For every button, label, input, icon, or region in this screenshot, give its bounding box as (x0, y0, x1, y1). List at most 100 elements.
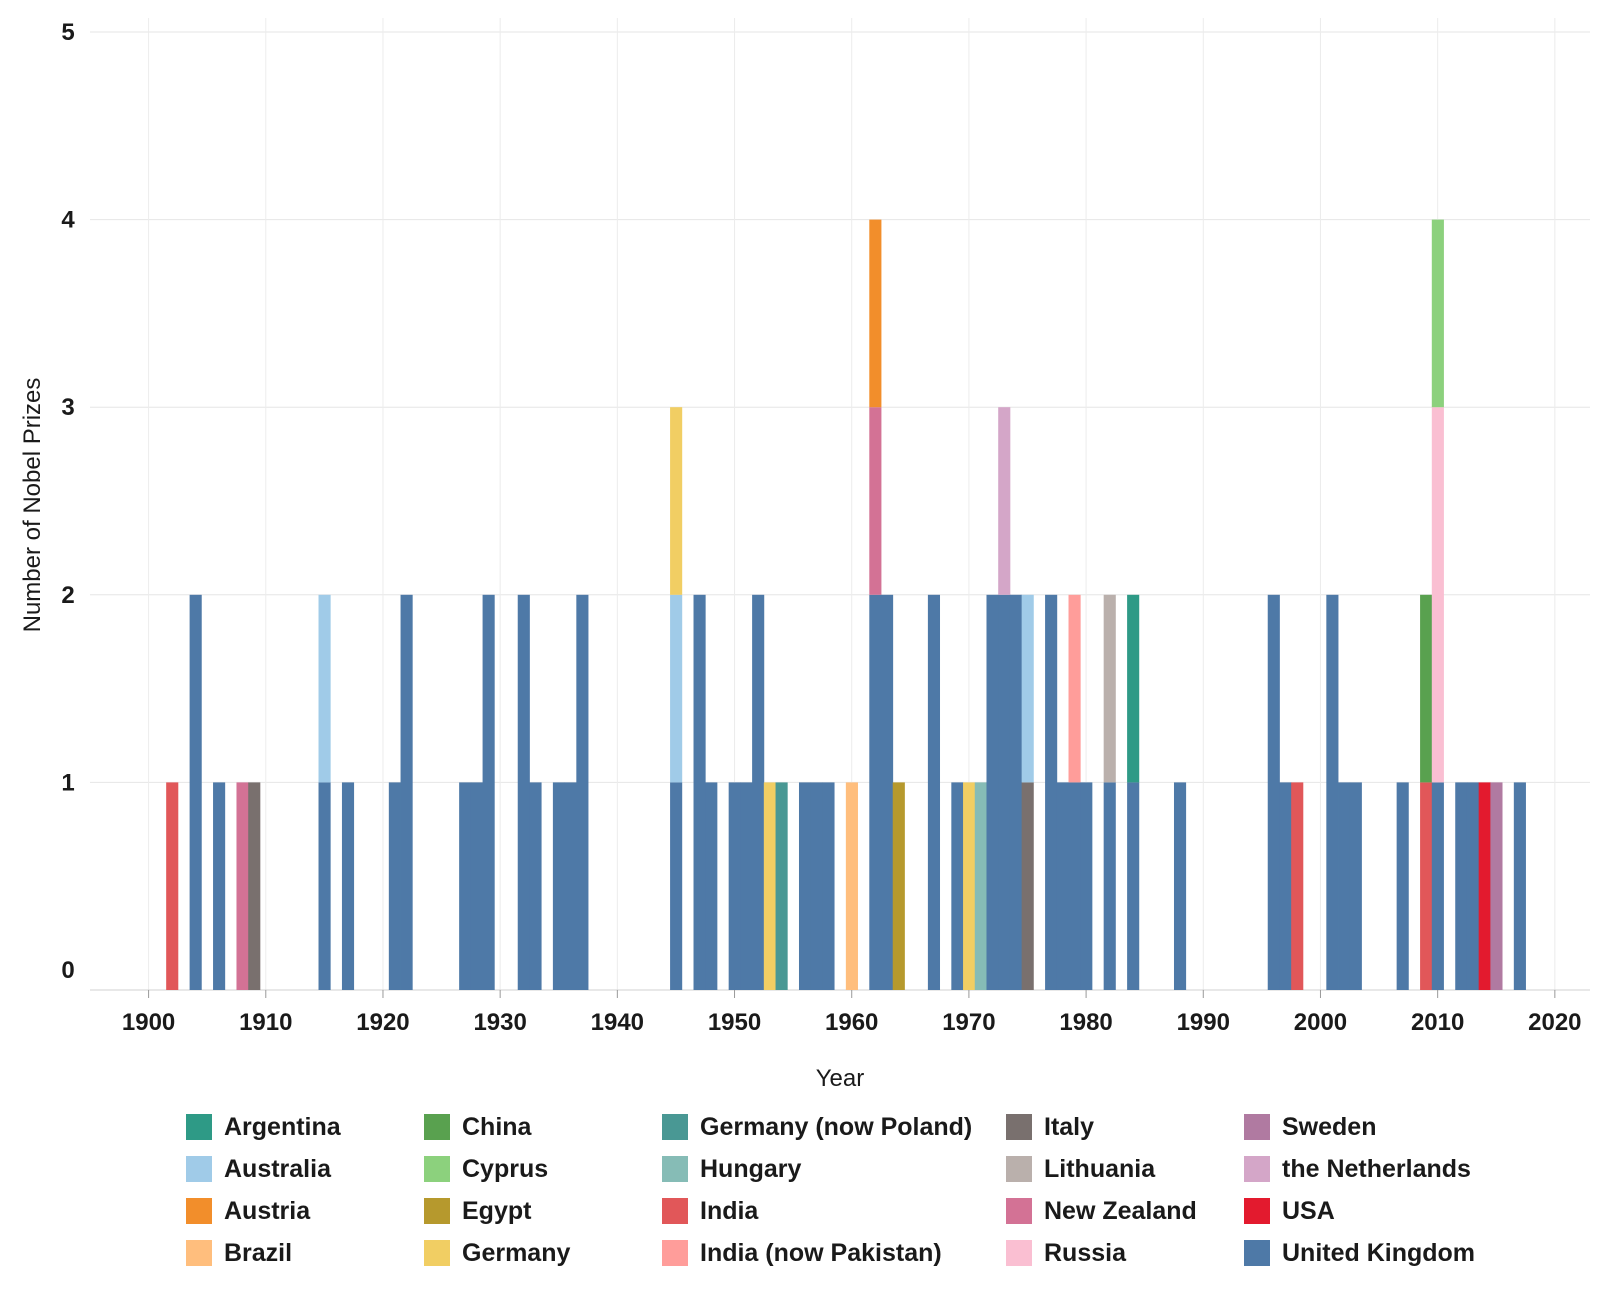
bar-segment (1490, 782, 1503, 990)
bar-segment (1420, 594, 1433, 783)
bar-segment (517, 594, 530, 990)
legend-item: the Netherlands (1244, 1154, 1471, 1184)
bar-segment (1045, 594, 1058, 990)
bar-segment (927, 594, 941, 990)
legend-item: Germany (now Poland) (662, 1112, 972, 1142)
bar-segment (670, 594, 683, 783)
legend-label: New Zealand (1044, 1196, 1197, 1225)
y-tick-label: 5 (61, 19, 74, 46)
legend-label: USA (1282, 1196, 1335, 1225)
x-tick-label: 1920 (356, 1009, 409, 1036)
bar-segment (693, 594, 706, 990)
bar-segment (1103, 782, 1116, 990)
bar-segment (775, 782, 788, 990)
legend-label: India (now Pakistan) (700, 1238, 942, 1267)
legend-swatch (662, 1198, 688, 1224)
x-tick-label: 1910 (239, 1009, 292, 1036)
legend-label: India (700, 1196, 759, 1225)
bar-segment (213, 782, 226, 990)
x-tick-label: 2010 (1411, 1009, 1464, 1036)
x-tick-label: 1970 (942, 1009, 995, 1036)
y-axis-title: Number of Nobel Prizes (19, 378, 46, 633)
bar-segment (1431, 782, 1444, 990)
bar-segment (318, 594, 331, 783)
bar-segment (1431, 407, 1444, 783)
legend-item: Germany (424, 1238, 570, 1268)
legend-label: Germany (now Poland) (700, 1112, 973, 1141)
x-tick-label: 2000 (1294, 1009, 1347, 1036)
bar-segment (881, 594, 894, 990)
bar-segment (1513, 782, 1526, 990)
legend-item: Argentina (186, 1112, 341, 1142)
legend-item: India (now Pakistan) (662, 1238, 942, 1268)
bar-segment (248, 782, 261, 990)
bar-segment (1127, 782, 1140, 990)
legend-swatch (662, 1156, 688, 1182)
bar-segment (470, 782, 483, 990)
legend-swatch (424, 1156, 450, 1182)
bar-segment (998, 407, 1011, 595)
legend-swatch (1244, 1240, 1270, 1266)
legend-item: India (662, 1196, 758, 1226)
y-tick-label: 0 (61, 957, 74, 984)
bar-segment (892, 782, 905, 990)
legend-swatch (1006, 1114, 1032, 1140)
bar-segment (564, 782, 577, 990)
bar-segment (529, 782, 542, 990)
legend-swatch (424, 1198, 450, 1224)
y-tick-label: 1 (61, 769, 74, 796)
legend-label: Austria (224, 1196, 311, 1225)
bar-segment (798, 782, 812, 990)
bar-segment (1021, 782, 1034, 990)
legend-label: the Netherlands (1282, 1154, 1471, 1183)
y-tick-label: 3 (61, 394, 74, 421)
x-tick-label: 2020 (1528, 1009, 1581, 1036)
legend-item: Austria (186, 1196, 310, 1226)
legend-label: Russia (1044, 1238, 1126, 1267)
bar-segment (1009, 594, 1023, 990)
x-tick-label: 1930 (473, 1009, 526, 1036)
x-tick-label: 1940 (591, 1009, 644, 1036)
bar-segment (1021, 594, 1034, 783)
legend-item: Australia (186, 1154, 331, 1184)
y-tick-label: 4 (61, 207, 75, 234)
bar-segment (388, 782, 401, 990)
legend-swatch (186, 1114, 212, 1140)
legend-swatch (1244, 1198, 1270, 1224)
legend-item: Cyprus (424, 1154, 548, 1184)
bar-segment (1431, 219, 1444, 408)
legend-label: Germany (462, 1238, 571, 1267)
x-tick-label: 1900 (122, 1009, 175, 1036)
bar-segment (1326, 594, 1339, 990)
bar-segment (1466, 782, 1480, 990)
bar-segment (1349, 782, 1362, 990)
legend-swatch (1244, 1114, 1270, 1140)
bar-segment (1455, 782, 1468, 990)
legend-swatch (1006, 1198, 1032, 1224)
legend-swatch (186, 1156, 212, 1182)
bar-segment (166, 782, 179, 990)
legend-item: Sweden (1244, 1112, 1376, 1142)
bar-segment (341, 782, 355, 990)
x-tick-label: 1960 (825, 1009, 878, 1036)
bar-segment (1396, 782, 1409, 990)
legend-swatch (662, 1114, 688, 1140)
legend: Argentina Australia Austria Brazil China Cypr… (186, 1112, 1586, 1292)
legend-item: Hungary (662, 1154, 801, 1184)
legend-swatch (424, 1114, 450, 1140)
legend-label: Argentina (224, 1112, 341, 1141)
bar-segment (986, 594, 999, 990)
bar-segment (1478, 782, 1491, 990)
bar-segment (1080, 782, 1093, 990)
legend-label: Hungary (700, 1154, 802, 1183)
bar-segment (763, 782, 776, 990)
legend-item: New Zealand (1006, 1196, 1197, 1226)
legend-item: Italy (1006, 1112, 1094, 1142)
legend-label: China (462, 1112, 532, 1141)
legend-item: China (424, 1112, 531, 1142)
x-axis-ticks: 1900 1910 1920 1930 1940 1950 1960 1970 1980 1990… (122, 990, 1582, 1036)
bar-segment (740, 782, 753, 990)
bar-segment (951, 782, 964, 990)
legend-item: USA (1244, 1196, 1335, 1226)
